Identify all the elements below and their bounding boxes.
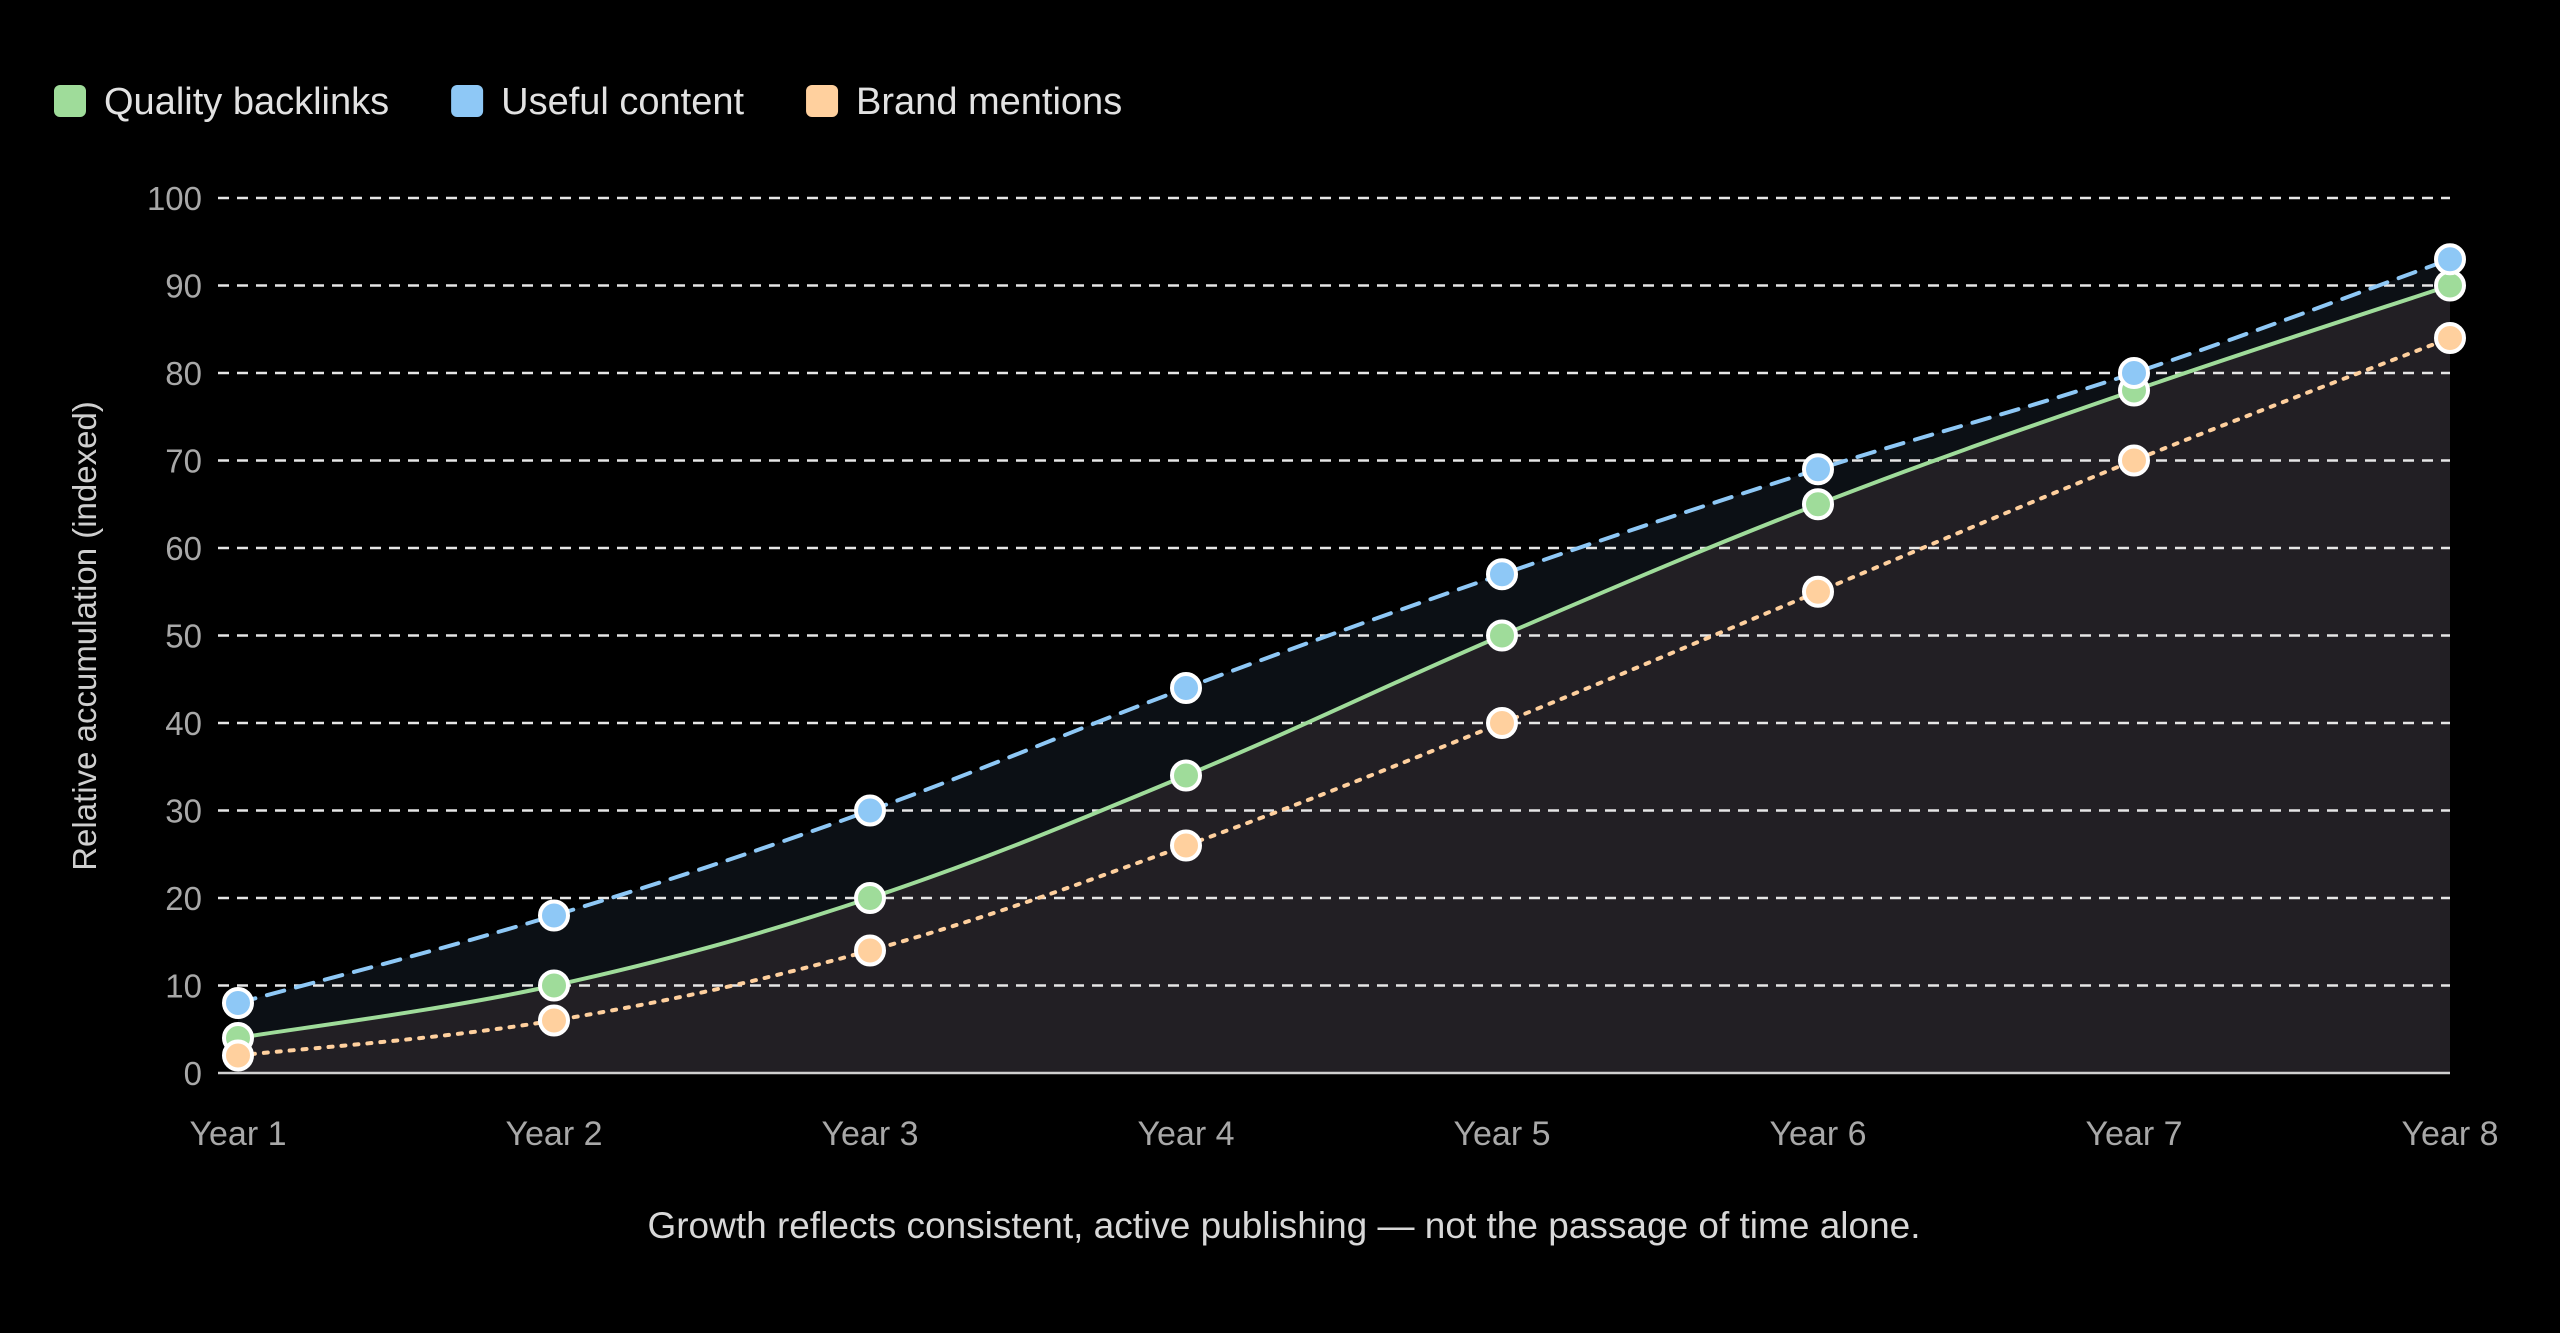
data-point[interactable] [224,989,252,1017]
data-point[interactable] [540,972,568,1000]
data-point[interactable] [1804,455,1832,483]
data-point[interactable] [1172,674,1200,702]
data-point[interactable] [540,1007,568,1035]
y-tick-label: 0 [184,1055,202,1092]
x-tick-label: Year 3 [821,1115,918,1153]
data-point[interactable] [540,902,568,930]
data-point[interactable] [856,937,884,965]
data-point[interactable] [1172,762,1200,790]
data-point[interactable] [1488,560,1516,588]
legend-swatch [54,85,86,117]
x-tick-label: Year 2 [505,1115,602,1153]
y-tick-label: 80 [165,355,202,392]
y-tick-label: 50 [165,618,202,655]
legend-label: Brand mentions [856,81,1122,123]
y-tick-label: 20 [165,880,202,917]
data-point[interactable] [1804,578,1832,606]
y-tick-label: 90 [165,268,202,305]
y-axis-label: Relative accumulation (indexed) [66,401,103,871]
data-point[interactable] [2436,245,2464,273]
legend-label: Useful content [501,81,744,123]
data-point[interactable] [856,884,884,912]
data-point[interactable] [2120,359,2148,387]
y-tick-label: 70 [165,443,202,480]
chart-caption: Growth reflects consistent, active publi… [647,1205,1920,1246]
x-tick-label: Year 8 [2401,1115,2498,1153]
data-point[interactable] [2436,324,2464,352]
data-point[interactable] [2120,447,2148,475]
legend-swatch [451,85,483,117]
data-point[interactable] [2436,272,2464,300]
x-tick-label: Year 7 [2085,1115,2182,1153]
data-point[interactable] [856,797,884,825]
data-point[interactable] [1804,490,1832,518]
legend-label: Quality backlinks [104,81,389,123]
legend[interactable]: Quality backlinks Useful content Brand men… [54,81,1122,123]
x-tick-label: Year 4 [1137,1115,1234,1153]
data-point[interactable] [1488,709,1516,737]
data-point[interactable] [1488,622,1516,650]
x-tick-label: Year 6 [1769,1115,1866,1153]
y-tick-label: 100 [147,180,202,217]
y-tick-label: 40 [165,705,202,742]
y-tick-label: 10 [165,968,202,1005]
x-tick-label: Year 1 [189,1115,286,1153]
y-tick-label: 30 [165,793,202,830]
legend-swatch [806,85,838,117]
x-tick-label: Year 5 [1453,1115,1550,1153]
data-point[interactable] [224,1042,252,1070]
y-tick-label: 60 [165,530,202,567]
data-point[interactable] [1172,832,1200,860]
legend-item[interactable]: Quality backlinks [54,81,389,123]
